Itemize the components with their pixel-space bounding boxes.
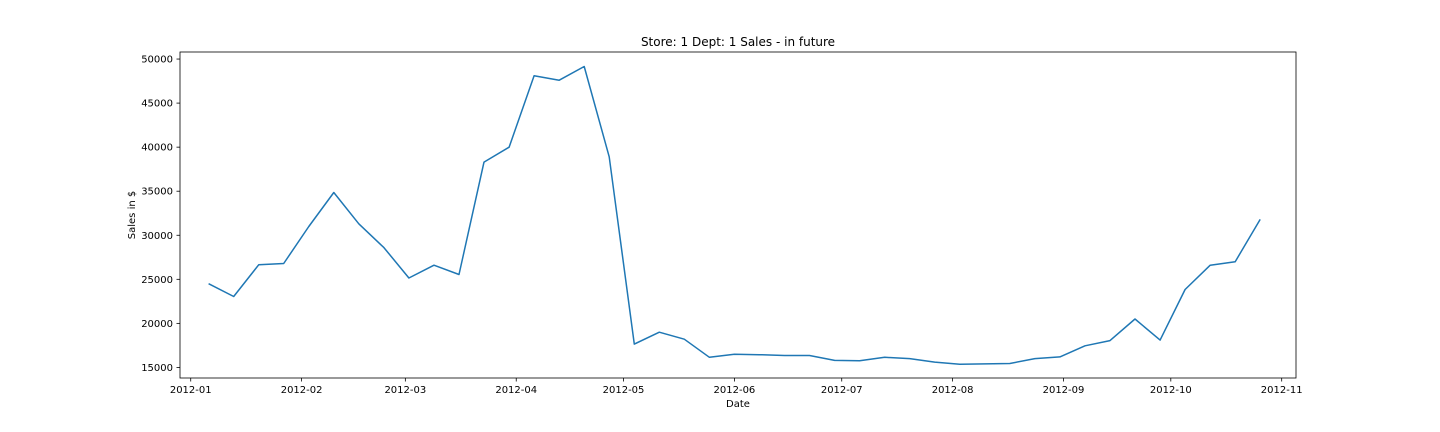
x-tick-label: 2012-07 (821, 385, 863, 396)
x-tick-label: 2012-11 (1261, 385, 1303, 396)
x-tick-label: 2012-05 (603, 385, 645, 396)
x-tick-label: 2012-04 (495, 385, 537, 396)
chart-title: Store: 1 Dept: 1 Sales - in future (641, 35, 835, 49)
y-tick-label: 15000 (141, 363, 173, 374)
plot-area (179, 51, 1297, 379)
sales-series-line (208, 65, 1261, 366)
x-tick-label: 2012-09 (1043, 385, 1085, 396)
x-tick-label: 2012-02 (281, 385, 323, 396)
y-tick-label: 50000 (141, 55, 173, 66)
y-tick-label: 35000 (141, 187, 173, 198)
x-axis-label: Date (726, 399, 750, 410)
y-tick-label: 25000 (141, 275, 173, 286)
x-axis: 2012-01 2012-02 2012-03 2012-04 2012-05 2012-… (170, 378, 1303, 396)
x-tick-label: 2012-03 (384, 385, 426, 396)
plot-frame (179, 51, 1297, 379)
x-tick-label: 2012-01 (170, 385, 212, 396)
x-tick-label: 2012-08 (932, 385, 974, 396)
x-tick-label: 2012-06 (714, 385, 756, 396)
y-tick-label: 20000 (141, 319, 173, 330)
y-tick-label: 30000 (141, 231, 173, 242)
y-tick-label: 45000 (141, 99, 173, 110)
x-tick-label: 2012-10 (1150, 385, 1192, 396)
y-axis-label: Sales in $ (127, 191, 138, 239)
y-axis: 15000 20000 25000 30000 35000 40000 45000 50000 (141, 55, 180, 374)
y-tick-label: 40000 (141, 143, 173, 154)
